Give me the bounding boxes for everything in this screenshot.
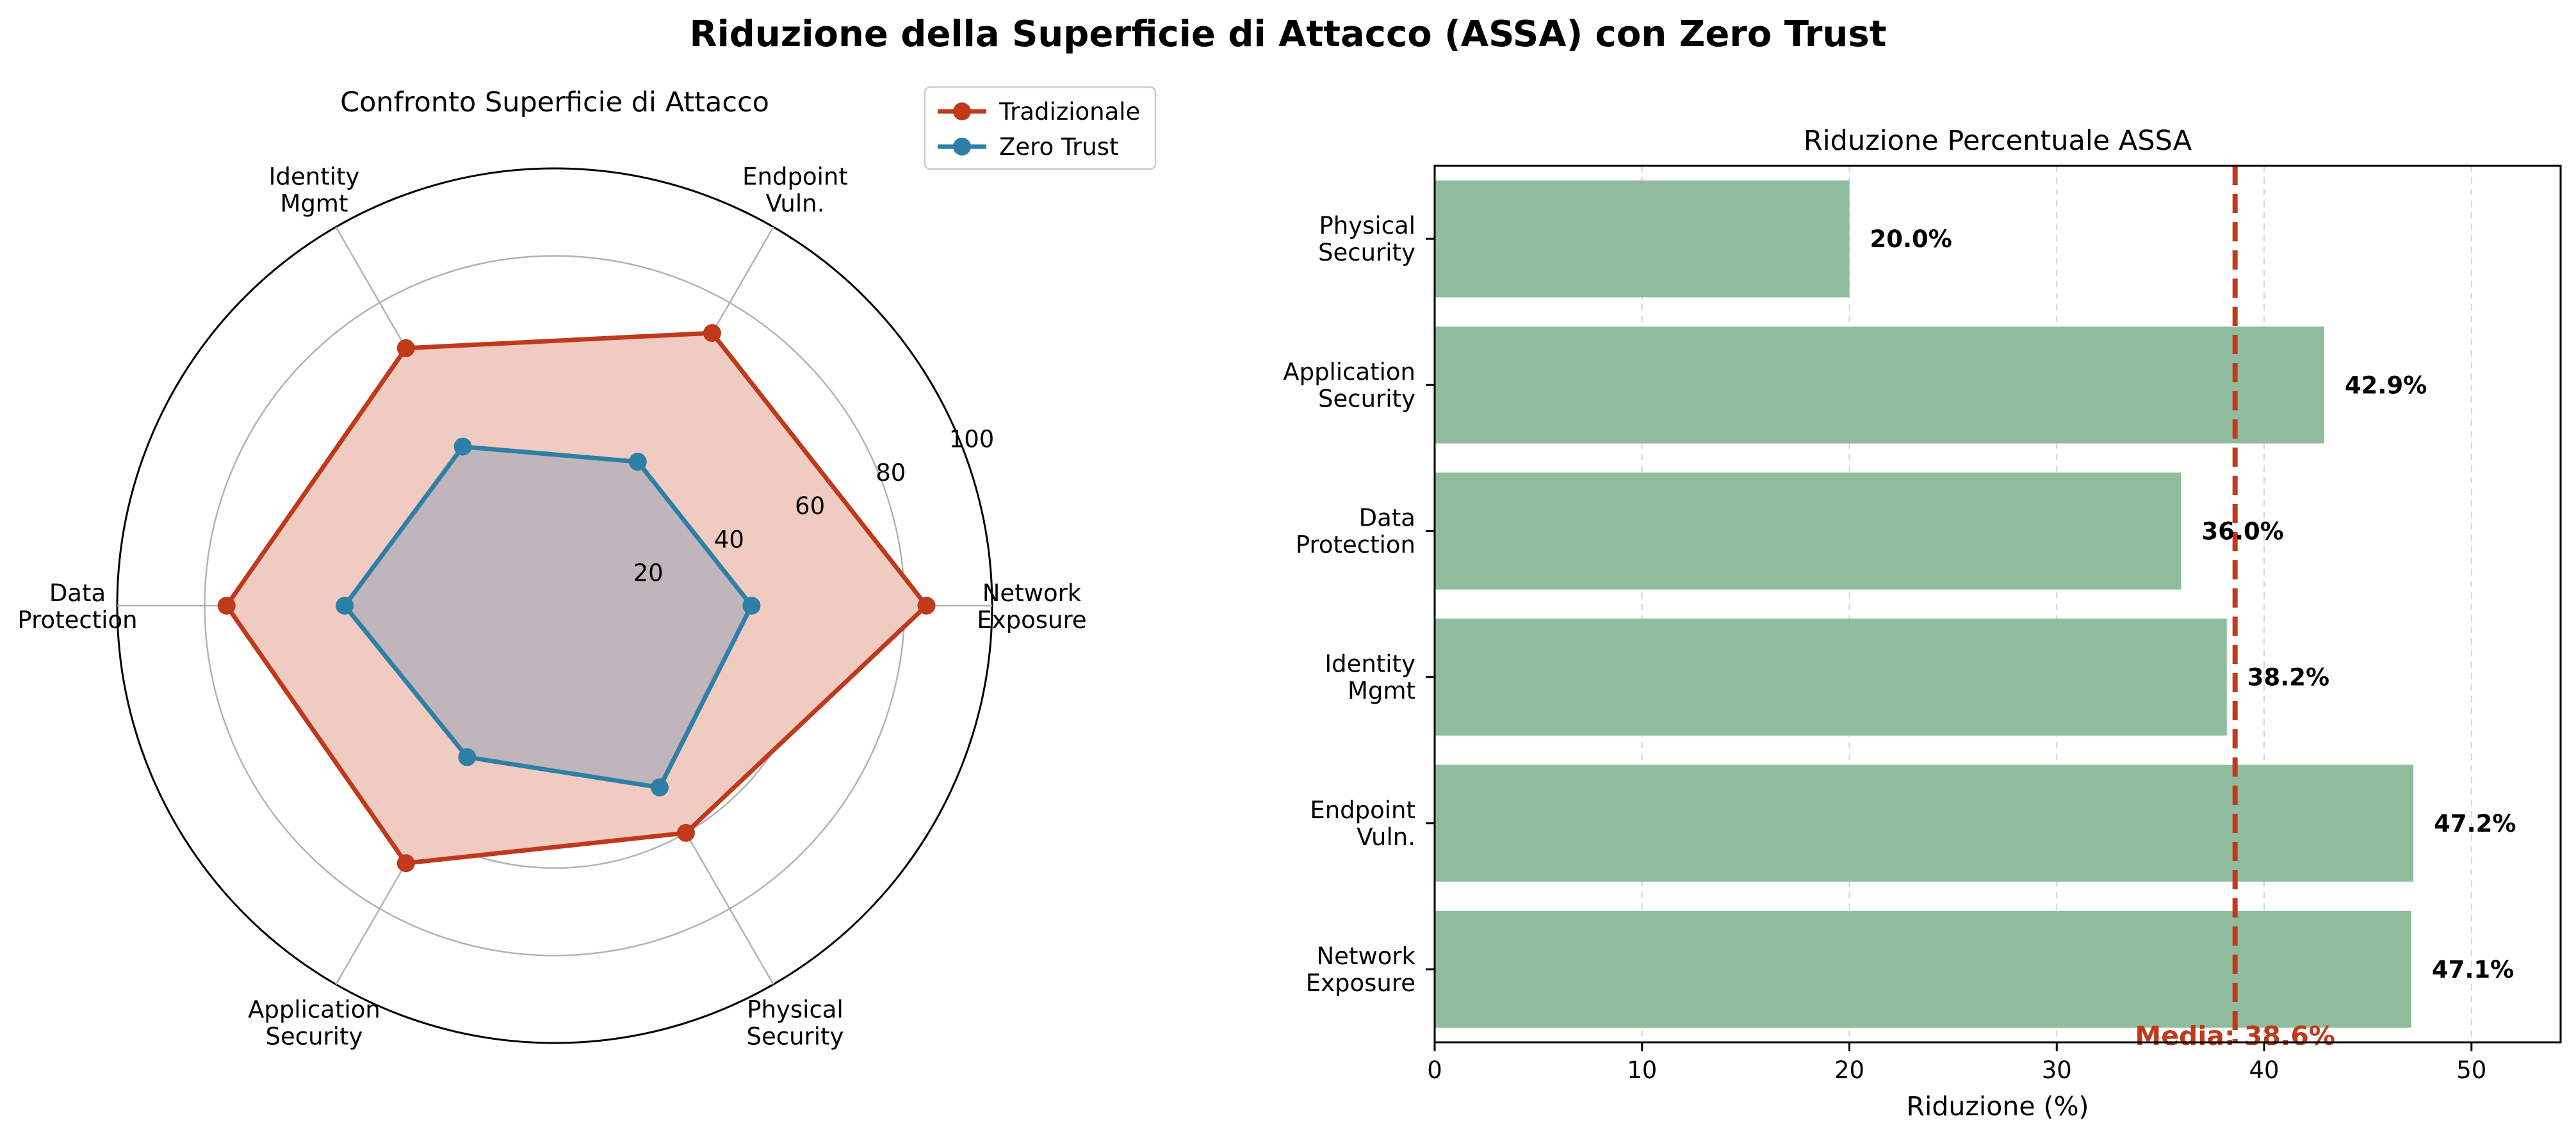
radar-r-tick-label-60: 60 (795, 492, 825, 520)
bar-network-exposure (1435, 910, 2411, 1028)
radar-point-tradizionale-physical-security (676, 823, 695, 842)
bar-identity-mgmt (1435, 618, 2227, 736)
radar-point-tradizionale-data-protection (217, 597, 236, 615)
legend-marker-zero-trust (953, 138, 971, 156)
radar-category-label-physical-security: Physical Security (747, 996, 844, 1050)
radar-point-zero-trust-network-exposure (742, 597, 761, 615)
radar-category-label-data-protection: Data Protection (17, 579, 137, 634)
bar-chart: Riduzione Percentuale ASSA Riduzione (%)… (1283, 125, 2562, 1122)
radar-chart: Confronto Superficie di Attacco 20 40 60 80… (17, 86, 1157, 1051)
bar-chart-title: Riduzione Percentuale ASSA (1804, 125, 2192, 157)
bar-value-label-data-protection: 36.0% (2202, 517, 2284, 545)
bar-data-protection (1435, 473, 2181, 590)
legend-label-tradizionale: Tradizionale (999, 98, 1140, 125)
radar-category-labels: Network Exposure Endpoint Vuln. Identity Mgmt… (17, 163, 1086, 1051)
bar-chart-bars (1435, 180, 2414, 1028)
radar-category-label-identity-mgmt: Identity Mgmt (269, 163, 360, 218)
bar-physical-security (1435, 180, 1850, 298)
x-tick-label-50: 50 (2456, 1056, 2486, 1084)
radar-r-tick-label-80: 80 (876, 459, 906, 487)
radar-r-tick-label-100: 100 (949, 426, 995, 453)
bar-chart-x-axis-label: Riduzione (%) (1906, 1091, 2089, 1122)
bar-chart-frame (1433, 165, 2562, 1044)
legend-label-zero-trust: Zero Trust (999, 133, 1119, 161)
bar-chart-mean-line: Media: 38.6% (2135, 166, 2335, 1051)
bar-application-security (1435, 326, 2324, 444)
radar-point-tradizionale-endpoint-vuln (703, 324, 721, 343)
x-tick-label-40: 40 (2249, 1056, 2279, 1084)
radar-point-tradizionale-identity-mgmt (396, 339, 415, 357)
x-tick-label-10: 10 (1627, 1056, 1657, 1084)
bar-value-label-endpoint-vuln: 47.2% (2434, 810, 2516, 837)
radar-point-zero-trust-data-protection (336, 597, 354, 615)
y-tick-label-identity-mgmt: Identity Mgmt (1325, 650, 1415, 705)
radar-r-tick-label-20: 20 (633, 560, 664, 587)
y-tick-label-physical-security: Physical Security (1318, 212, 1415, 266)
radar-point-zero-trust-identity-mgmt (453, 437, 472, 456)
figure-suptitle: Riduzione della Superficie di Attacco (A… (689, 13, 1886, 55)
radar-r-tick-label-40: 40 (714, 526, 744, 553)
radar-point-zero-trust-physical-security (650, 778, 669, 796)
radar-chart-title: Confronto Superficie di Attacco (340, 86, 769, 118)
x-tick-label-30: 30 (2042, 1056, 2072, 1084)
bar-value-label-physical-security: 20.0% (1870, 225, 1952, 253)
mean-line-label: Media: 38.6% (2135, 1021, 2335, 1051)
radar-legend: Tradizionale Zero Trust (924, 86, 1157, 170)
radar-point-zero-trust-endpoint-vuln (628, 453, 647, 471)
radar-series-layer (217, 324, 936, 873)
bar-value-label-application-security: 42.9% (2345, 371, 2427, 399)
bar-chart-value-labels: 47.1% 47.2% 38.2% 36.0% 42.9% 20.0% (1870, 225, 2516, 983)
y-tick-label-application-security: Application Security (1283, 358, 1415, 412)
bar-chart-grid (1641, 166, 2472, 1042)
y-tick-label-data-protection: Data Protection (1296, 504, 1415, 558)
bar-chart-axes: 0 10 20 30 40 50 Network Exposure Endpoint Vuln. I… (1283, 165, 2562, 1084)
radar-radial-tick-labels: 20 40 60 80 100 (633, 426, 995, 587)
y-tick-label-network-exposure: Network Exposure (1306, 942, 1416, 997)
radar-category-label-application-security: Application Security (248, 996, 380, 1050)
bar-value-label-identity-mgmt: 38.2% (2247, 664, 2329, 691)
y-tick-label-endpoint-vuln: Endpoint Vuln. (1310, 796, 1415, 851)
radar-category-label-endpoint-vuln: Endpoint Vuln. (742, 163, 848, 218)
radar-point-zero-trust-application-security (458, 748, 477, 766)
radar-point-tradizionale-application-security (396, 854, 415, 873)
radar-category-label-network-exposure: Network Exposure (977, 579, 1086, 634)
x-tick-label-0: 0 (1427, 1056, 1442, 1084)
bar-endpoint-vuln (1435, 764, 2414, 882)
bar-value-label-network-exposure: 47.1% (2432, 956, 2514, 983)
x-tick-label-20: 20 (1834, 1056, 1864, 1084)
radar-fill-zero-trust (345, 446, 752, 788)
radar-point-tradizionale-network-exposure (917, 597, 936, 615)
legend-marker-tradizionale (953, 102, 971, 120)
